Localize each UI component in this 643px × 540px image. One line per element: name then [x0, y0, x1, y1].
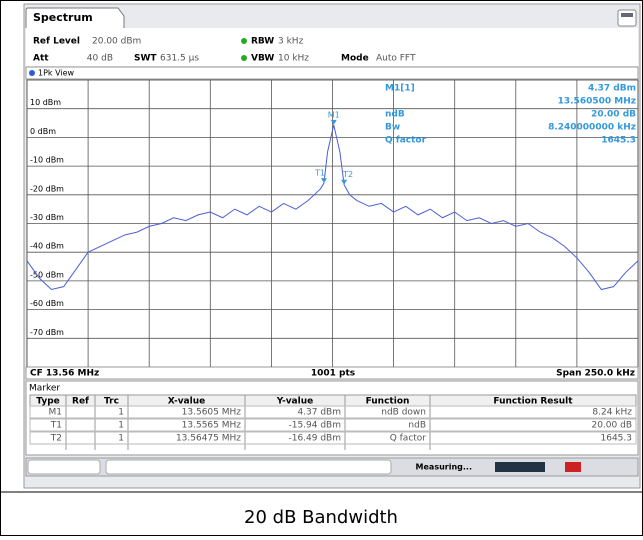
- y-tick-label: -20 dBm: [30, 184, 64, 193]
- mode: Auto FFT: [376, 54, 416, 64]
- marker: [320, 178, 327, 184]
- marker-label: M1: [328, 110, 340, 119]
- swt-label: SWT: [134, 54, 157, 64]
- status-field: [27, 459, 101, 475]
- y-tick-label: 10 dBm: [30, 98, 61, 107]
- ref-level-label: Ref Level: [33, 37, 80, 47]
- table-cell: T2: [50, 434, 62, 444]
- y-tick-label: 0 dBm: [30, 127, 56, 136]
- caption: 20 dB Bandwidth: [244, 507, 398, 528]
- table-row: [29, 405, 637, 419]
- marker-info-label: M1[1]: [385, 84, 415, 94]
- column-header: Y-value: [276, 397, 313, 407]
- marker-label: T2: [342, 170, 353, 179]
- table-row: [29, 431, 637, 445]
- marker-info-value: 1645.3: [601, 136, 636, 146]
- progress-bar: [495, 462, 545, 472]
- swt: 631.5 µs: [160, 54, 199, 64]
- table-cell: -15.94 dBm: [288, 421, 341, 431]
- table-cell: Q factor: [390, 434, 427, 444]
- column-header: Function: [366, 397, 410, 407]
- table-cell: T1: [50, 421, 62, 431]
- table-cell: 8.24 kHz: [592, 408, 632, 418]
- marker-info-value: 20.00 dB: [591, 110, 636, 120]
- y-tick-label: -30 dBm: [30, 213, 64, 222]
- column-header: Trc: [104, 397, 119, 407]
- rbw-dot: [241, 38, 247, 44]
- tab[interactable]: [25, 7, 125, 28]
- y-tick-label: -10 dBm: [30, 156, 64, 165]
- center-freq: CF 13.56 MHz: [30, 369, 99, 379]
- table-cell: -16.49 dBm: [288, 434, 341, 444]
- tab-label[interactable]: Spectrum: [33, 11, 93, 24]
- y-tick-label: -70 dBm: [30, 328, 64, 337]
- menu-icon[interactable]: [617, 9, 637, 27]
- table-cell: 1645.3: [601, 434, 633, 444]
- table-cell: ndB down: [381, 408, 426, 418]
- points: 1001 pts: [311, 369, 355, 379]
- view-bar: [25, 66, 639, 80]
- table-cell: 1: [118, 434, 124, 444]
- footer-bar: [25, 366, 639, 380]
- rbw: 3 kHz: [278, 37, 304, 47]
- att: 40 dB: [87, 54, 113, 64]
- marker-info-value: 8.240000000 kHz: [548, 123, 636, 133]
- column-header: Ref: [72, 397, 89, 407]
- vbw-dot: [241, 55, 247, 61]
- column-header: Function Result: [493, 397, 573, 407]
- table-cell: 20.00 dB: [591, 421, 632, 431]
- table-cell: ndB: [408, 421, 426, 431]
- marker: [330, 119, 337, 125]
- y-tick-label: -60 dBm: [30, 299, 64, 308]
- column-header: X-value: [168, 397, 205, 407]
- status-icon: [565, 462, 581, 472]
- column-header: Type: [36, 397, 59, 407]
- table-cell: 4.37 dBm: [297, 408, 341, 418]
- table-row: [29, 418, 637, 432]
- vbw: 10 kHz: [278, 54, 309, 64]
- mode-label: Mode: [341, 54, 369, 64]
- marker-table-title: Marker: [29, 384, 60, 394]
- ref-level: 20.00 dBm: [92, 37, 141, 47]
- marker-info-label: Bw: [385, 123, 400, 133]
- y-tick-label: -40 dBm: [30, 242, 64, 251]
- status: Measuring...: [416, 463, 472, 472]
- table-cell: 13.5565 MHz: [182, 421, 242, 431]
- marker: [341, 179, 348, 185]
- y-tick-label: -50 dBm: [30, 270, 64, 279]
- view-dot: [29, 70, 35, 76]
- marker-info-value: 4.37 dBm: [588, 84, 636, 94]
- marker-label: T1: [314, 169, 325, 178]
- span: Span 250.0 kHz: [556, 369, 635, 379]
- marker-info-label: ndB: [385, 110, 405, 120]
- trace: [26, 124, 639, 291]
- att-label: Att: [33, 54, 49, 64]
- marker-info-value: 13.560500 MHz: [558, 97, 636, 107]
- rbw-label: RBW: [251, 37, 274, 47]
- menu-icon-bar: [621, 13, 633, 17]
- vbw-label: VBW: [251, 54, 274, 64]
- status-field: [105, 459, 392, 475]
- table-cell: 13.56475 MHz: [176, 434, 241, 444]
- header-panel: [26, 28, 638, 66]
- marker-info-label: Q factor: [385, 136, 427, 146]
- table-cell: M1: [49, 408, 63, 418]
- table-cell: 13.5605 MHz: [182, 408, 242, 418]
- table-cell: 1: [118, 408, 124, 418]
- view-label: 1Pk View: [38, 69, 75, 78]
- table-cell: 1: [118, 421, 124, 431]
